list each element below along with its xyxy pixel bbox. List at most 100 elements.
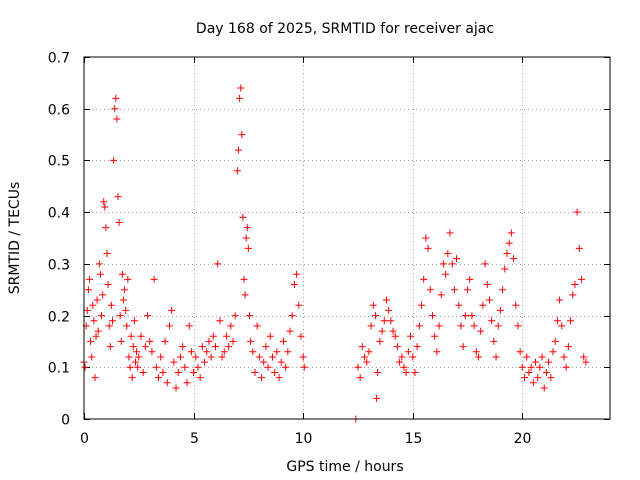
data-point — [428, 312, 436, 320]
y-tick-label: 0.2 — [48, 310, 70, 326]
data-point — [361, 353, 369, 361]
data-point — [96, 270, 104, 278]
data-point — [582, 358, 590, 366]
data-point — [87, 337, 95, 345]
data-point — [112, 94, 120, 102]
data-point — [266, 332, 274, 340]
data-point — [212, 343, 219, 351]
data-point — [194, 363, 202, 371]
data-point — [161, 337, 169, 345]
data-point — [367, 322, 375, 330]
x-tick-label: 20 — [514, 431, 532, 447]
data-point — [413, 343, 421, 351]
data-point — [125, 353, 133, 361]
data-point — [499, 286, 507, 294]
data-point — [111, 105, 119, 113]
data-point — [514, 322, 522, 330]
data-point — [85, 275, 93, 283]
data-point — [185, 322, 193, 330]
data-point — [242, 234, 250, 242]
data-point — [124, 275, 132, 283]
data-point — [235, 146, 243, 154]
data-point — [571, 281, 579, 289]
y-tick-label: 0.4 — [48, 206, 70, 222]
x-tick-label: 10 — [295, 431, 313, 447]
data-point — [433, 348, 441, 356]
data-point — [523, 353, 531, 361]
data-point — [518, 363, 526, 371]
data-point — [293, 270, 301, 278]
data-point — [105, 322, 113, 330]
chart-title: Day 168 of 2025, SRMTID for receiver aja… — [196, 21, 494, 37]
data-point — [385, 306, 393, 314]
data-point — [117, 337, 125, 345]
data-point — [81, 363, 89, 371]
data-point — [580, 353, 588, 361]
data-point — [479, 301, 487, 309]
data-point — [209, 332, 217, 340]
data-point — [461, 312, 469, 320]
data-point — [558, 322, 566, 330]
data-point — [216, 317, 224, 325]
data-point — [472, 348, 480, 356]
data-point — [159, 368, 167, 376]
y-axis-label: SRMTID / TECUs — [7, 182, 23, 295]
data-point — [398, 353, 406, 361]
data-point — [236, 94, 244, 102]
data-point — [409, 353, 417, 361]
data-point — [239, 213, 247, 221]
data-point — [389, 327, 397, 335]
data-point — [222, 332, 230, 340]
data-point — [564, 343, 572, 351]
data-point — [453, 255, 461, 263]
data-point — [247, 337, 255, 345]
data-point — [407, 332, 415, 340]
data-point — [512, 301, 520, 309]
data-point — [139, 368, 147, 376]
data-point — [238, 131, 246, 139]
data-point — [450, 286, 458, 294]
data-point — [567, 317, 575, 325]
data-point — [279, 337, 287, 345]
data-point — [371, 312, 379, 320]
data-point — [92, 332, 100, 340]
data-point — [363, 358, 371, 366]
data-point — [490, 337, 498, 345]
data-point — [455, 301, 463, 309]
data-point — [218, 353, 226, 361]
data-point — [118, 270, 126, 278]
data-point — [135, 353, 143, 361]
data-point — [128, 374, 136, 382]
data-points — [80, 84, 590, 423]
data-point — [358, 343, 366, 351]
data-point — [243, 224, 251, 232]
data-point — [507, 229, 515, 237]
data-point — [536, 363, 544, 371]
data-point — [516, 348, 524, 356]
data-point — [103, 250, 111, 258]
data-point — [288, 312, 296, 320]
data-point — [220, 348, 228, 356]
data-point — [168, 306, 176, 314]
data-point — [538, 353, 546, 361]
x-tick-label: 5 — [190, 431, 199, 447]
data-point — [155, 374, 163, 382]
y-tick-label: 0.3 — [48, 258, 70, 274]
data-point — [187, 348, 195, 356]
data-point — [241, 291, 249, 299]
data-point — [152, 363, 160, 371]
data-point — [442, 270, 450, 278]
data-point — [569, 291, 577, 299]
data-point — [129, 343, 137, 351]
data-point — [95, 260, 103, 268]
data-point — [102, 224, 110, 232]
data-point — [114, 193, 122, 201]
data-point — [422, 234, 430, 242]
data-point — [420, 275, 428, 283]
data-point — [446, 229, 454, 237]
data-point — [494, 322, 502, 330]
data-point — [141, 343, 149, 351]
data-point — [485, 296, 493, 304]
